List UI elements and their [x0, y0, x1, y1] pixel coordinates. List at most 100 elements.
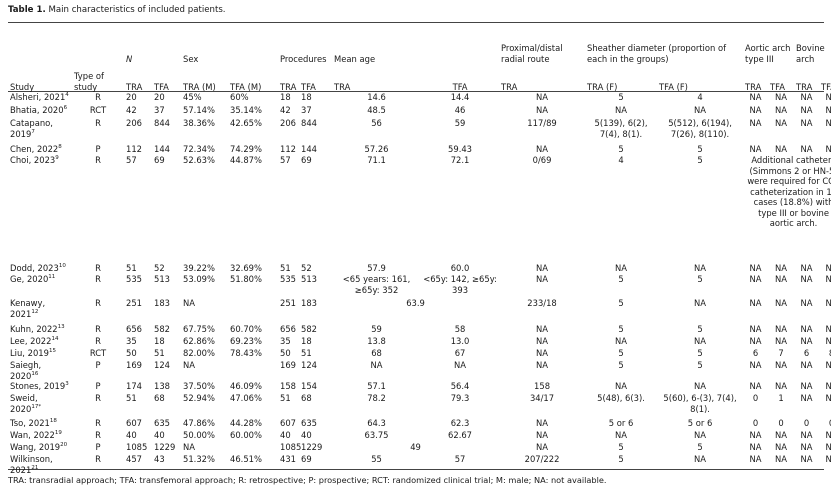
- sex-tfa: 60.70%: [230, 324, 262, 334]
- n-tfa: 124: [154, 360, 170, 370]
- sex-tra: 45%: [183, 92, 202, 102]
- study-reference: 19: [54, 430, 62, 437]
- procedures-tra: 51: [280, 263, 291, 273]
- n-tfa: 40: [154, 430, 165, 440]
- bovine-tra: NA: [800, 118, 813, 128]
- study-type: R: [95, 274, 101, 284]
- procedures-tra: 607: [280, 418, 297, 428]
- sheather-tfa: NA: [694, 454, 707, 464]
- bovine-tfa: NA: [825, 454, 831, 464]
- study-reference: 21: [31, 464, 39, 471]
- procedures-tra: 431: [280, 454, 297, 464]
- procedures-tfa: 18: [301, 92, 312, 102]
- table-row: Wan, 202219 R 40 40 50.00% 60.00% 40 40 63.75 62.…: [8, 430, 831, 442]
- mean-age-tra: 14.6: [367, 92, 386, 102]
- header-n-tra: TRA: [126, 81, 143, 92]
- study-cell: Stones, 20193: [8, 381, 72, 393]
- header-sheath-tfa: TFA (F): [659, 81, 688, 92]
- sex-tfa: 35.14%: [230, 105, 262, 115]
- n-tra: 42: [126, 105, 137, 115]
- study-cell: Choi, 20239: [8, 155, 72, 263]
- study-cell: Wan, 202219: [8, 430, 72, 442]
- sheather-tfa: NA: [694, 105, 707, 115]
- sex-tra: 38.36%: [183, 118, 215, 128]
- sex-tfa: 44.28%: [230, 418, 262, 428]
- sheather-tfa: 5: [697, 442, 703, 452]
- aortic-tra: NA: [749, 263, 762, 273]
- n-tra: 457: [126, 454, 142, 464]
- procedures-tfa: 1229: [301, 442, 323, 452]
- study-type: R: [95, 430, 101, 440]
- aortic-tfa: 0: [778, 418, 784, 428]
- sheather-tra: 5(139), 6(2), 7(4), 8(1).: [594, 118, 648, 139]
- aortic-tra: NA: [749, 274, 762, 284]
- study-type: R: [95, 454, 101, 464]
- header-prox-tra: TRA: [501, 81, 518, 92]
- study-reference: 10: [58, 263, 66, 270]
- mean-age-tfa: 67: [454, 348, 466, 358]
- study-reference: 4: [65, 92, 69, 99]
- sheather-tra: 5(48), 6(3).: [597, 393, 645, 403]
- sex-tra: NA: [183, 298, 196, 308]
- header-age-tra: TRA: [334, 81, 351, 92]
- proximal-distal: NA: [536, 144, 549, 154]
- header-bovine-tfa: TFA: [821, 81, 831, 92]
- aortic-tfa: 7: [778, 348, 784, 358]
- aortic-tra: NA: [749, 105, 762, 115]
- bovine-tra: NA: [800, 430, 813, 440]
- n-tfa: 844: [154, 118, 170, 128]
- mean-age-tfa: 59: [454, 118, 466, 128]
- table-row: Choi, 20239 R 57 69 52.63% 44.87% 57 69 71.1 72.1…: [8, 155, 831, 263]
- study-type: R: [95, 155, 101, 165]
- mean-age-tra: 78.2: [367, 393, 386, 403]
- sex-tfa: 51.80%: [230, 274, 262, 284]
- study-cell: Wilkinson, 202121: [8, 454, 72, 476]
- study-type: RCT: [89, 348, 107, 358]
- study-name: Ge, 2020: [10, 274, 49, 284]
- bovine-tra: NA: [800, 144, 813, 154]
- aortic-tfa: NA: [775, 336, 788, 346]
- sex-tra: 82.00%: [183, 348, 215, 358]
- header-sex-tra: TRA (M): [183, 81, 216, 92]
- sex-tra: 57.14%: [183, 105, 215, 115]
- aortic-tra: 0: [752, 393, 759, 403]
- procedures-tfa: 40: [301, 430, 312, 440]
- mean-age-tra: 48.5: [367, 105, 386, 115]
- sheather-tfa: 5(512), 6(194), 7(26), 8(110).: [668, 118, 732, 139]
- table-caption-label: Table 1.: [8, 5, 46, 15]
- sex-tra: NA: [183, 360, 196, 370]
- bovine-tfa: 0: [819, 418, 831, 430]
- header-mean-age: Mean age: [334, 53, 376, 64]
- sheather-tra: 4: [618, 155, 624, 165]
- aortic-bovine-note: Additional catheters (Simmons 2 or HN-5)…: [747, 155, 831, 228]
- aortic-tfa: NA: [775, 118, 788, 128]
- bovine-tra: NA: [800, 454, 813, 464]
- sheather-tra: NA: [615, 263, 628, 273]
- table-row: Wang, 201920 P 1085 1229 NA 1085 1229 49 NA 5 5 NA N…: [8, 442, 831, 454]
- bovine-tra: NA: [800, 263, 813, 273]
- header-n-italic: N: [126, 53, 133, 64]
- procedures-tfa: 37: [301, 105, 312, 115]
- aortic-tra: NA: [749, 454, 762, 464]
- proximal-distal: 34/17: [529, 393, 555, 403]
- sheather-tfa: NA: [694, 263, 707, 273]
- proximal-distal: 158: [534, 381, 551, 391]
- bovine-tfa: NA: [825, 381, 831, 391]
- n-tfa: 52: [154, 263, 165, 273]
- procedures-tra: 35: [280, 336, 291, 346]
- header-n-tfa: TFA: [154, 81, 169, 92]
- bovine-tra: NA: [800, 105, 813, 115]
- procedures-tfa: 144: [301, 144, 318, 154]
- bovine-tra: NA: [800, 360, 813, 370]
- study-reference: 11: [48, 274, 56, 281]
- bovine-tfa: NA: [825, 263, 831, 273]
- sheather-tra: 5: [618, 324, 624, 334]
- aortic-tfa: NA: [775, 381, 788, 391]
- mean-age-tfa: 14.4: [450, 92, 470, 102]
- sex-tra: 72.34%: [183, 144, 215, 154]
- mean-age-tra: 57.26: [364, 144, 389, 154]
- study-cell: Alsheri, 20214: [8, 92, 72, 105]
- bovine-tfa: NA: [825, 442, 831, 452]
- n-tfa: 513: [154, 274, 170, 284]
- aortic-tra: NA: [749, 324, 762, 334]
